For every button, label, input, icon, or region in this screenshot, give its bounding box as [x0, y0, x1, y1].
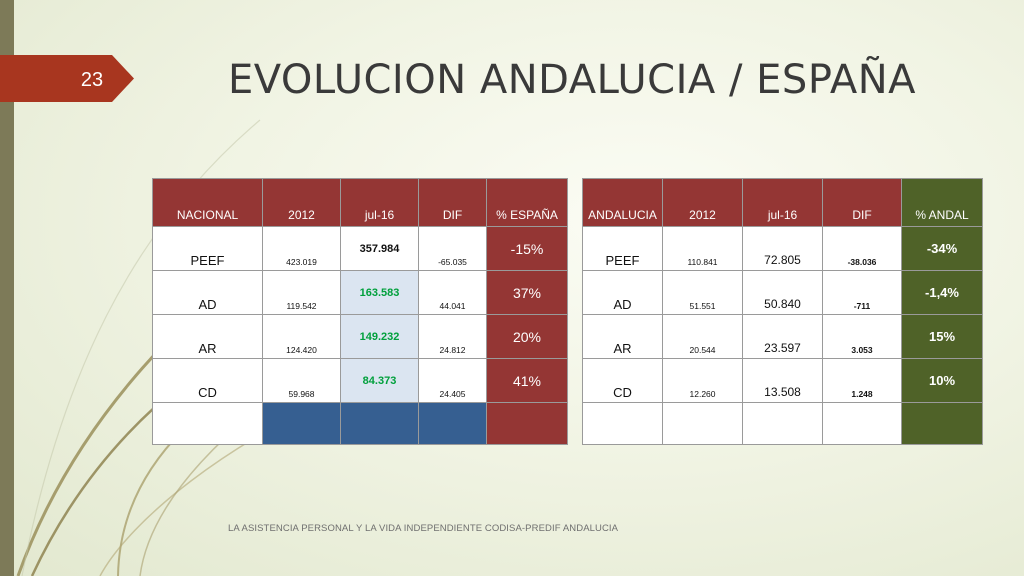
table-row: CD 12.260 13.508 1.248 10%	[582, 358, 983, 403]
row-label: PEEF	[152, 226, 263, 271]
cell-dif: 1.248	[822, 358, 902, 403]
empty-cell-red	[486, 402, 568, 445]
table-row: AD 119.542 163.583 44.041 37%	[152, 270, 568, 315]
cell-jul16: 163.583	[340, 270, 419, 315]
table-row: CD 59.968 84.373 24.405 41%	[152, 358, 568, 403]
cell-jul16: 357.984	[340, 226, 419, 271]
nacional-table: NACIONAL 2012 jul-16 DIF % ESPAÑA PEEF 4…	[152, 178, 568, 445]
row-label: CD	[582, 358, 663, 403]
cell-dif: 24.812	[418, 314, 487, 359]
empty-cell-blue	[262, 402, 341, 445]
cell-pct: 10%	[901, 358, 983, 403]
header-pct-andal: % ANDAL	[901, 178, 983, 227]
cell-jul16: 72.805	[742, 226, 823, 271]
andalucia-table: ANDALUCIA 2012 jul-16 DIF % ANDAL PEEF 1…	[582, 178, 983, 445]
header-nacional: NACIONAL	[152, 178, 263, 227]
cell-jul16: 13.508	[742, 358, 823, 403]
empty-cell-blue	[340, 402, 419, 445]
left-accent-bar	[0, 0, 14, 576]
header-dif: DIF	[418, 178, 487, 227]
table-header-row: ANDALUCIA 2012 jul-16 DIF % ANDAL	[582, 178, 983, 227]
empty-cell-green	[901, 402, 983, 445]
table-row: AD 51.551 50.840 -711 -1,4%	[582, 270, 983, 315]
header-jul16: jul-16	[340, 178, 419, 227]
slide-title: EVOLUCION ANDALUCIA / ESPAÑA	[228, 57, 917, 103]
cell-dif: -711	[822, 270, 902, 315]
table-row-empty	[152, 402, 568, 445]
header-jul16: jul-16	[742, 178, 823, 227]
cell-pct: -15%	[486, 226, 568, 271]
table-row: PEEF 110.841 72.805 -38.036 -34%	[582, 226, 983, 271]
table-header-row: NACIONAL 2012 jul-16 DIF % ESPAÑA	[152, 178, 568, 227]
table-row-empty	[582, 402, 983, 445]
empty-cell	[822, 402, 902, 445]
slide-number: 23	[80, 69, 104, 91]
cell-2012: 20.544	[662, 314, 743, 359]
empty-cell	[662, 402, 743, 445]
empty-cell	[152, 402, 263, 445]
header-pct-espana: % ESPAÑA	[486, 178, 568, 227]
cell-jul16: 84.373	[340, 358, 419, 403]
cell-dif: 24.405	[418, 358, 487, 403]
empty-cell	[582, 402, 663, 445]
table-row: AR 20.544 23.597 3.053 15%	[582, 314, 983, 359]
header-andalucia: ANDALUCIA	[582, 178, 663, 227]
slide-number-badge	[0, 55, 134, 102]
cell-jul16: 149.232	[340, 314, 419, 359]
cell-pct: -1,4%	[901, 270, 983, 315]
cell-2012: 110.841	[662, 226, 743, 271]
header-dif: DIF	[822, 178, 902, 227]
cell-jul16: 23.597	[742, 314, 823, 359]
header-2012: 2012	[662, 178, 743, 227]
cell-dif: -65.035	[418, 226, 487, 271]
cell-dif: -38.036	[822, 226, 902, 271]
cell-2012: 423.019	[262, 226, 341, 271]
cell-2012: 119.542	[262, 270, 341, 315]
row-label: AR	[582, 314, 663, 359]
table-row: AR 124.420 149.232 24.812 20%	[152, 314, 568, 359]
cell-jul16: 50.840	[742, 270, 823, 315]
cell-pct: 15%	[901, 314, 983, 359]
cell-2012: 51.551	[662, 270, 743, 315]
row-label: CD	[152, 358, 263, 403]
cell-2012: 59.968	[262, 358, 341, 403]
cell-2012: 124.420	[262, 314, 341, 359]
empty-cell	[742, 402, 823, 445]
cell-pct: -34%	[901, 226, 983, 271]
cell-pct: 20%	[486, 314, 568, 359]
slide-footer: LA ASISTENCIA PERSONAL Y LA VIDA INDEPEN…	[228, 523, 619, 534]
cell-pct: 41%	[486, 358, 568, 403]
cell-2012: 12.260	[662, 358, 743, 403]
row-label: AD	[152, 270, 263, 315]
table-row: PEEF 423.019 357.984 -65.035 -15%	[152, 226, 568, 271]
cell-pct: 37%	[486, 270, 568, 315]
row-label: AD	[582, 270, 663, 315]
empty-cell-blue	[418, 402, 487, 445]
header-2012: 2012	[262, 178, 341, 227]
cell-dif: 3.053	[822, 314, 902, 359]
row-label: AR	[152, 314, 263, 359]
row-label: PEEF	[582, 226, 663, 271]
cell-dif: 44.041	[418, 270, 487, 315]
